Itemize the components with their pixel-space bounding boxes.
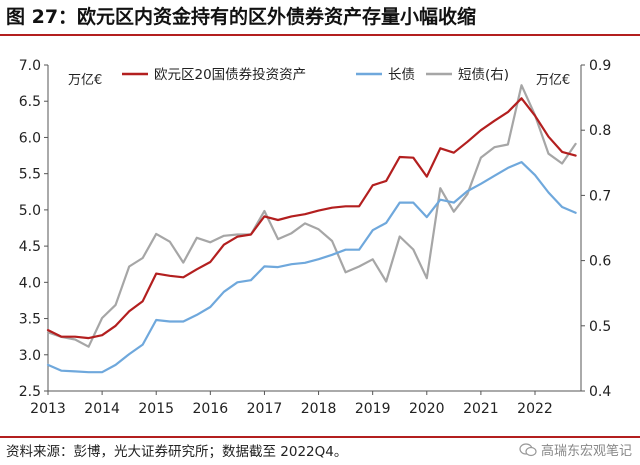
left-axis-unit: 万亿€ <box>68 73 102 88</box>
series-line-1 <box>46 161 577 374</box>
watermark-text: 高瑞东宏观笔记 <box>540 444 632 459</box>
axes: 7.0 6.5 6.0 5.5 5.0 4.5 4.0 3.5 3.0 2.5 0.9 0.8 0.7 0… <box>19 58 612 417</box>
x-tick-label: 2015 <box>138 401 174 417</box>
left-tick-label: 5.0 <box>19 203 41 219</box>
figure-title: 图 27：欧元区内资金持有的区外债券资产存量小幅收缩 <box>6 6 477 28</box>
title-divider <box>0 34 640 36</box>
right-tick-label: 0.4 <box>589 384 611 400</box>
legend: 欧元区20国债券投资资产 长债 短债(右) <box>122 67 509 83</box>
line-chart: 7.0 6.5 6.0 5.5 5.0 4.5 4.0 3.5 3.0 2.5 0.9 0.8 0.7 0… <box>19 58 612 417</box>
x-tick-label: 2014 <box>84 401 120 417</box>
series-line-0 <box>46 97 577 340</box>
left-tick-label: 2.5 <box>19 384 41 400</box>
left-tick-label: 3.0 <box>19 348 41 364</box>
source-note: 资料来源：彭博，光大证券研究所；数据截至 2022Q4。 <box>6 444 348 460</box>
left-tick-label: 7.0 <box>19 58 41 74</box>
left-tick-label: 5.5 <box>19 167 41 183</box>
footer-divider <box>0 436 640 438</box>
legend-label-0: 欧元区20国债券投资资产 <box>154 67 306 83</box>
left-tick-label: 3.5 <box>19 312 41 328</box>
left-tick-label: 4.5 <box>19 239 41 255</box>
x-tick-label: 2017 <box>247 401 283 417</box>
series-lines <box>46 84 577 374</box>
x-tick-label: 2022 <box>517 401 553 417</box>
right-tick-label: 0.6 <box>589 254 611 270</box>
x-tick-label: 2013 <box>30 401 66 417</box>
left-tick-label: 4.0 <box>19 275 41 291</box>
right-axis-unit: 万亿€ <box>536 73 570 88</box>
x-tick-label: 2016 <box>193 401 229 417</box>
right-tick-label: 0.8 <box>589 123 611 139</box>
x-tick-label: 2021 <box>463 401 499 417</box>
wechat-icon <box>519 442 537 456</box>
x-tick-label: 2020 <box>409 401 445 417</box>
right-tick-label: 0.7 <box>589 188 611 204</box>
watermark: 高瑞东宏观笔记 <box>519 440 632 459</box>
right-tick-label: 0.9 <box>589 58 611 74</box>
legend-label-1: 长债 <box>388 67 415 83</box>
x-tick-label: 2019 <box>355 401 391 417</box>
right-tick-label: 0.5 <box>589 319 611 335</box>
legend-label-2: 短债(右) <box>458 67 509 83</box>
left-tick-label: 6.5 <box>19 94 41 110</box>
x-tick-label: 2018 <box>301 401 337 417</box>
left-tick-label: 6.0 <box>19 130 41 146</box>
series-line-2 <box>46 84 577 348</box>
